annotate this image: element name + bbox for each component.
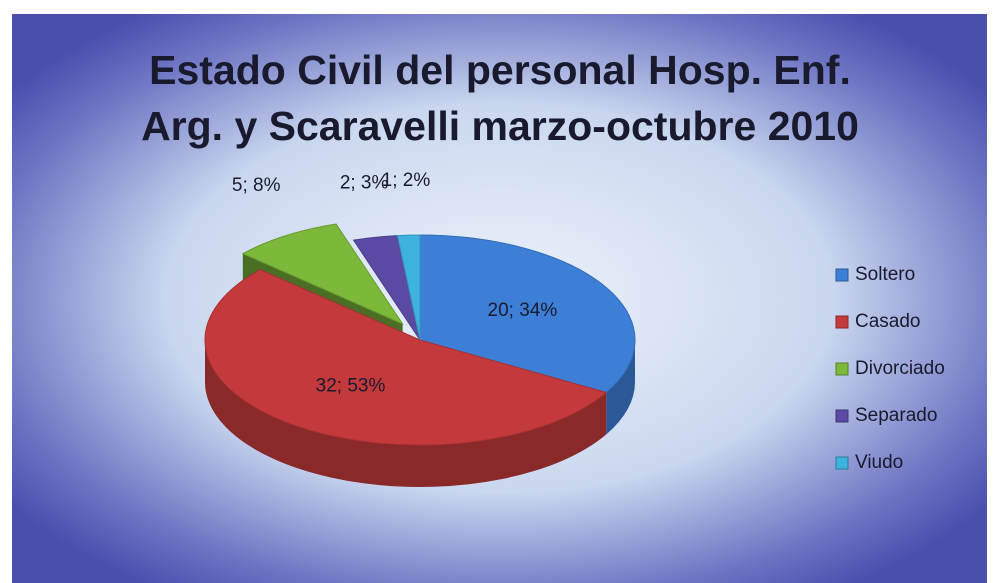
data-label: 1; 2% [382,170,431,191]
pie-tops [204,223,636,446]
data-label: 5; 8% [232,175,281,196]
legend-label: Casado [855,311,921,332]
pie-labels: 20; 34% 32; 53% 5; 8% 2; 3%1; 2% [232,170,557,397]
legend-label: Separado [855,405,937,426]
legend-swatch [835,362,849,376]
slice [419,234,636,394]
slice [204,269,608,446]
legend-label: Viudo [855,452,903,473]
legend-swatch [835,315,849,329]
legend-swatch [835,456,849,470]
slice-side [606,340,635,435]
slice [241,223,404,326]
legend-swatch [835,409,849,423]
chart-title: Estado Civil del personal Hosp. Enf. Arg… [141,47,859,149]
data-label: 32; 53% [316,376,386,397]
legend-label: Soltero [855,264,915,285]
data-label: 20; 34% [488,300,558,321]
slice [396,234,421,341]
slice-side [205,340,607,487]
legend-label: Divorciado [855,358,945,379]
data-label: 2; 3% [340,173,389,194]
legend-swatch [835,268,849,282]
